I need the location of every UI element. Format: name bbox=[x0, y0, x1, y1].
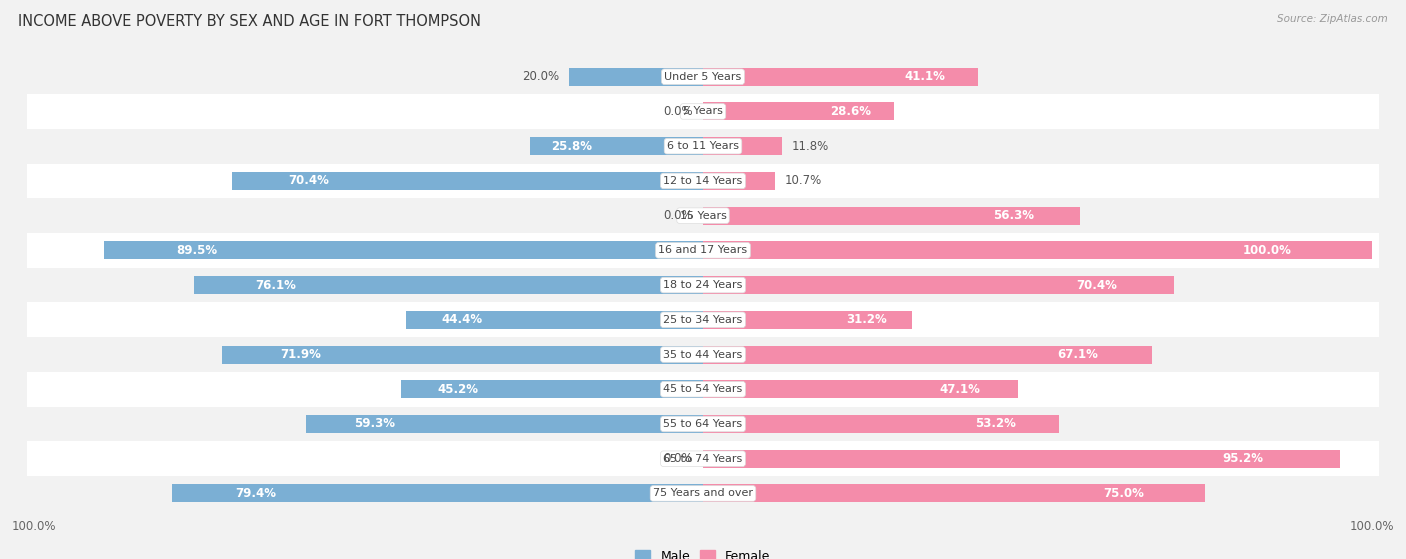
Bar bbox=[222, 345, 703, 363]
Bar bbox=[703, 172, 775, 190]
Bar bbox=[703, 485, 1205, 503]
Text: 100.0%: 100.0% bbox=[1243, 244, 1292, 257]
Bar bbox=[28, 302, 1378, 337]
Text: 25 to 34 Years: 25 to 34 Years bbox=[664, 315, 742, 325]
Text: 59.3%: 59.3% bbox=[354, 418, 395, 430]
Bar bbox=[28, 268, 1378, 302]
Text: 56.3%: 56.3% bbox=[994, 209, 1035, 222]
Text: 6 to 11 Years: 6 to 11 Years bbox=[666, 141, 740, 151]
Text: 95.2%: 95.2% bbox=[1222, 452, 1264, 465]
Text: 65 to 74 Years: 65 to 74 Years bbox=[664, 454, 742, 464]
Text: Source: ZipAtlas.com: Source: ZipAtlas.com bbox=[1277, 14, 1388, 24]
Text: 45.2%: 45.2% bbox=[437, 383, 478, 396]
Bar bbox=[703, 415, 1059, 433]
Text: 0.0%: 0.0% bbox=[664, 209, 693, 222]
Text: 71.9%: 71.9% bbox=[280, 348, 321, 361]
Bar bbox=[401, 380, 703, 399]
Text: Under 5 Years: Under 5 Years bbox=[665, 72, 741, 82]
Text: 70.4%: 70.4% bbox=[1077, 278, 1118, 292]
Bar bbox=[28, 94, 1378, 129]
Text: 0.0%: 0.0% bbox=[664, 105, 693, 118]
Text: 28.6%: 28.6% bbox=[831, 105, 872, 118]
Bar bbox=[703, 207, 1080, 225]
Text: 70.4%: 70.4% bbox=[288, 174, 329, 187]
Text: 41.1%: 41.1% bbox=[904, 70, 945, 83]
Legend: Male, Female: Male, Female bbox=[630, 544, 776, 559]
Bar bbox=[28, 198, 1378, 233]
Bar bbox=[104, 241, 703, 259]
Bar bbox=[28, 372, 1378, 406]
Text: 16 and 17 Years: 16 and 17 Years bbox=[658, 245, 748, 255]
Text: 44.4%: 44.4% bbox=[441, 313, 482, 326]
Bar bbox=[28, 233, 1378, 268]
Text: 12 to 14 Years: 12 to 14 Years bbox=[664, 176, 742, 186]
Bar bbox=[28, 406, 1378, 442]
Bar bbox=[703, 380, 1018, 399]
Text: 45 to 54 Years: 45 to 54 Years bbox=[664, 384, 742, 394]
Text: 53.2%: 53.2% bbox=[976, 418, 1017, 430]
Bar bbox=[28, 476, 1378, 511]
Bar bbox=[172, 485, 703, 503]
Bar bbox=[703, 241, 1372, 259]
Text: 35 to 44 Years: 35 to 44 Years bbox=[664, 349, 742, 359]
Bar bbox=[703, 345, 1152, 363]
Bar bbox=[703, 137, 782, 155]
Bar bbox=[194, 276, 703, 294]
Text: 18 to 24 Years: 18 to 24 Years bbox=[664, 280, 742, 290]
Bar bbox=[703, 68, 979, 86]
Bar bbox=[406, 311, 703, 329]
Bar bbox=[703, 311, 911, 329]
Text: 25.8%: 25.8% bbox=[551, 140, 592, 153]
Text: 5 Years: 5 Years bbox=[683, 106, 723, 116]
Bar bbox=[703, 449, 1340, 468]
Bar bbox=[703, 276, 1174, 294]
Text: 15 Years: 15 Years bbox=[679, 211, 727, 221]
Bar bbox=[307, 415, 703, 433]
Bar bbox=[28, 129, 1378, 164]
Text: 79.4%: 79.4% bbox=[236, 487, 277, 500]
Bar bbox=[569, 68, 703, 86]
Bar bbox=[28, 59, 1378, 94]
Bar bbox=[232, 172, 703, 190]
Text: 20.0%: 20.0% bbox=[522, 70, 560, 83]
Text: 55 to 64 Years: 55 to 64 Years bbox=[664, 419, 742, 429]
Bar bbox=[703, 102, 894, 121]
Text: 75 Years and over: 75 Years and over bbox=[652, 489, 754, 499]
Text: 67.1%: 67.1% bbox=[1057, 348, 1098, 361]
Text: 47.1%: 47.1% bbox=[939, 383, 980, 396]
Bar bbox=[28, 442, 1378, 476]
Bar bbox=[28, 337, 1378, 372]
Text: 76.1%: 76.1% bbox=[254, 278, 295, 292]
Text: 31.2%: 31.2% bbox=[846, 313, 887, 326]
Text: 11.8%: 11.8% bbox=[792, 140, 830, 153]
Text: INCOME ABOVE POVERTY BY SEX AND AGE IN FORT THOMPSON: INCOME ABOVE POVERTY BY SEX AND AGE IN F… bbox=[18, 14, 481, 29]
Text: 89.5%: 89.5% bbox=[176, 244, 218, 257]
Text: 0.0%: 0.0% bbox=[664, 452, 693, 465]
Bar bbox=[28, 164, 1378, 198]
Bar bbox=[530, 137, 703, 155]
Text: 75.0%: 75.0% bbox=[1104, 487, 1144, 500]
Text: 10.7%: 10.7% bbox=[785, 174, 823, 187]
